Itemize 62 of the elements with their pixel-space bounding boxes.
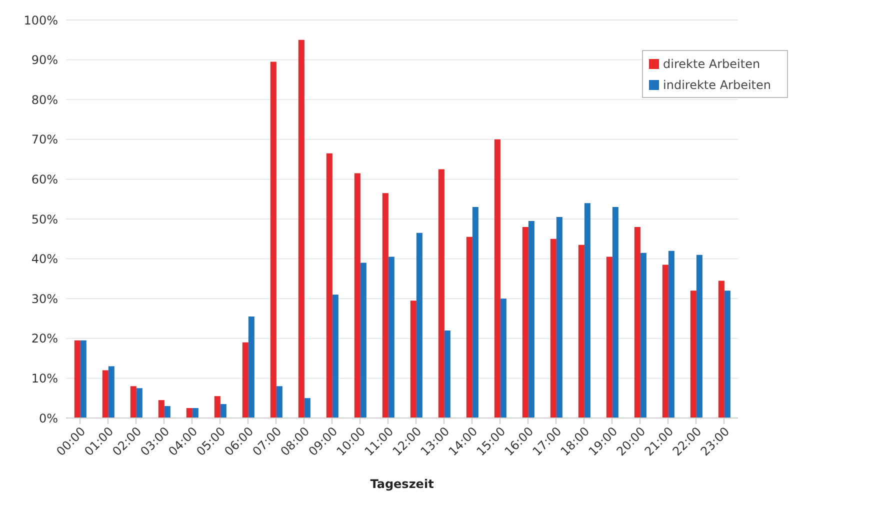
y-tick-label: 40% [31, 252, 58, 266]
bar [130, 386, 136, 418]
bar [606, 256, 612, 418]
bar [466, 236, 472, 418]
y-tick-label: 80% [31, 92, 58, 107]
bar [724, 290, 730, 418]
y-tick-label: 100% [24, 13, 58, 28]
bar [186, 408, 192, 418]
bar [332, 294, 338, 418]
y-tick-label: 60% [31, 172, 58, 186]
bar [136, 388, 142, 418]
bar [690, 290, 696, 418]
bar [388, 256, 394, 418]
bar [326, 153, 332, 418]
bar [270, 62, 276, 418]
legend-label: direkte Arbeiten [663, 57, 760, 71]
bar [108, 366, 114, 418]
bar [584, 203, 590, 418]
bar [220, 404, 226, 418]
bar [634, 226, 640, 418]
bar [696, 254, 702, 418]
bar [662, 264, 668, 418]
bar [612, 207, 618, 418]
bar [158, 400, 164, 418]
bar [298, 40, 304, 418]
bar [578, 244, 584, 418]
y-tick-label: 10% [31, 371, 58, 386]
y-tick-label: 0% [38, 411, 58, 426]
bar [304, 398, 310, 418]
bar [360, 262, 366, 418]
bar [444, 330, 450, 418]
bar [668, 250, 674, 418]
bar [472, 207, 478, 418]
bar [382, 193, 388, 418]
bar [276, 386, 282, 418]
bar [640, 252, 646, 418]
bar [528, 220, 534, 418]
bar [494, 139, 500, 418]
y-tick-label: 20% [31, 332, 58, 346]
bar [214, 396, 220, 418]
bar [718, 280, 724, 418]
x-axis-title: Tageszeit [370, 477, 434, 491]
y-tick-label: 70% [31, 132, 58, 147]
bar [74, 340, 80, 418]
bar [354, 173, 360, 418]
y-tick-label: 30% [31, 292, 58, 306]
bar [80, 340, 86, 418]
y-tick-label: 50% [31, 212, 58, 226]
y-tick-label: 90% [31, 53, 58, 68]
bar [410, 300, 416, 418]
bar [416, 232, 422, 418]
bar [500, 298, 506, 418]
bar [164, 406, 170, 418]
bar [550, 238, 556, 418]
bar [102, 370, 108, 418]
bar [556, 217, 562, 418]
bar [248, 316, 254, 418]
bar [242, 342, 248, 418]
legend-label: indirekte Arbeiten [663, 78, 771, 92]
bar [192, 408, 198, 418]
bar [522, 226, 528, 418]
bar [438, 169, 444, 418]
